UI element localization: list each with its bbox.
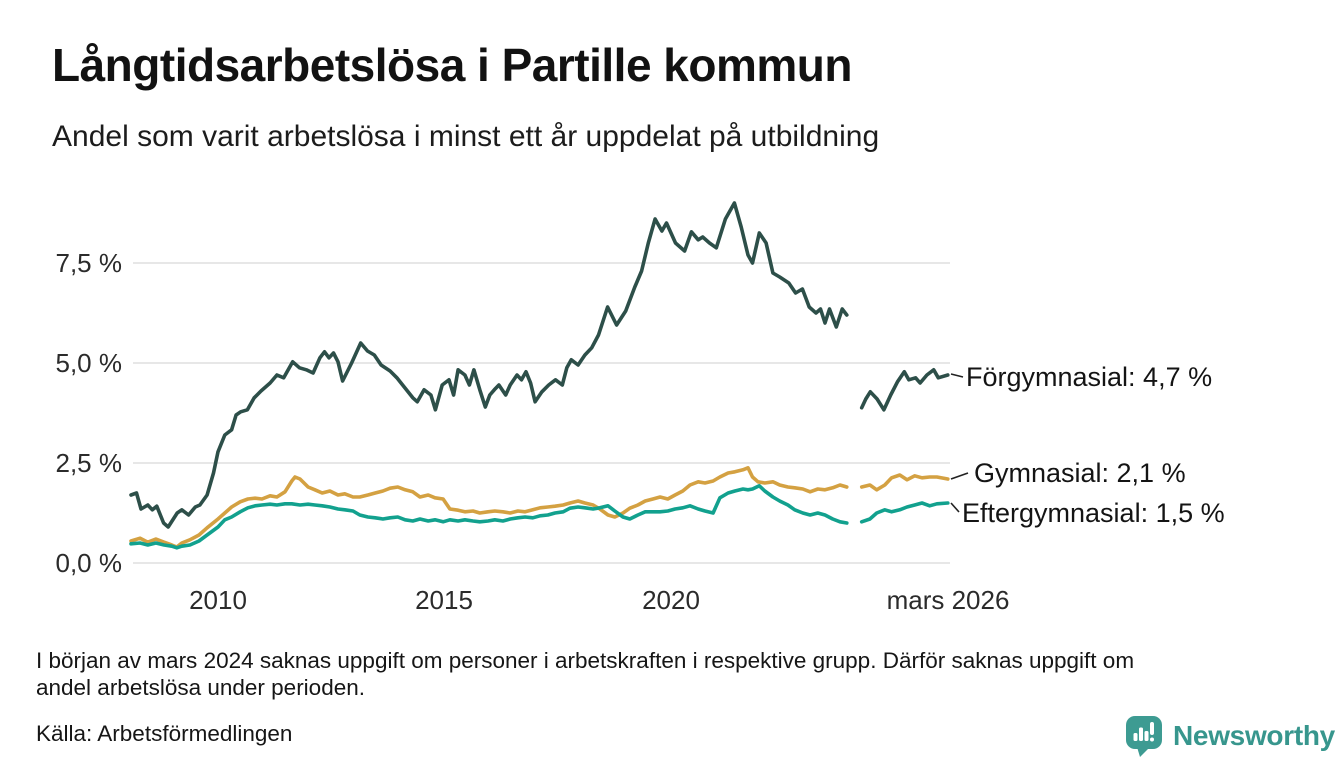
series-group (129, 201, 950, 550)
series-line-förgymnasial (859, 368, 950, 412)
series-line-eftergymnasial (859, 501, 950, 524)
y-axis-tick-7-5: 7,5 % (55, 248, 123, 278)
series-label-eftergymnasial: Eftergymnasial: 1,5 % (962, 498, 1225, 528)
newsworthy-branding: Newsworthy (1124, 714, 1335, 758)
footnote-line-1: I början av mars 2024 saknas uppgift om … (36, 648, 1135, 673)
y-axis-tick-2-5: 2,5 % (55, 448, 123, 478)
x-axis-tick-2015: 2015 (415, 585, 473, 615)
newsworthy-logo-icon (1126, 716, 1162, 757)
source-label: Källa: Arbetsförmedlingen (36, 721, 293, 746)
series-label-gymnasial: Gymnasial: 2,1 % (974, 458, 1186, 488)
footnote-line-2: andel arbetslösa under perioden. (36, 675, 365, 700)
page-subtitle: Andel som varit arbetslösa i minst ett å… (52, 120, 880, 153)
y-axis-tick-5-0: 5,0 % (55, 348, 123, 378)
gridlines-group (133, 262, 950, 564)
page-title: Långtidsarbetslösa i Partille kommun (52, 39, 852, 91)
label-connector-gymnasial (950, 472, 969, 480)
x-axis-tick-mars-2026: mars 2026 (886, 585, 1010, 615)
series-label-forgymnasial: Förgymnasial: 4,7 % (966, 362, 1213, 392)
series-line-eftergymnasial (129, 483, 849, 550)
connectors-group (950, 373, 969, 513)
footnote: I början av mars 2024 saknas uppgift om … (36, 647, 1134, 701)
y-axis-tick-0: 0,0 % (55, 548, 123, 578)
line-chart: 0,0 % 2,5 % 5,0 % 7,5 % 2010 2015 2020 m… (0, 180, 1340, 630)
series-line-förgymnasial (129, 201, 849, 529)
chart-svg (129, 201, 969, 564)
x-axis-tick-2010: 2010 (189, 585, 247, 615)
newsworthy-wordmark: Newsworthy (1173, 720, 1335, 751)
label-connector-forgymnasial (950, 373, 964, 378)
x-axis-tick-2020: 2020 (642, 585, 700, 615)
label-connector-eftergymnasial (950, 502, 960, 513)
series-line-gymnasial (859, 473, 950, 492)
series-line-gymnasial (129, 465, 849, 549)
